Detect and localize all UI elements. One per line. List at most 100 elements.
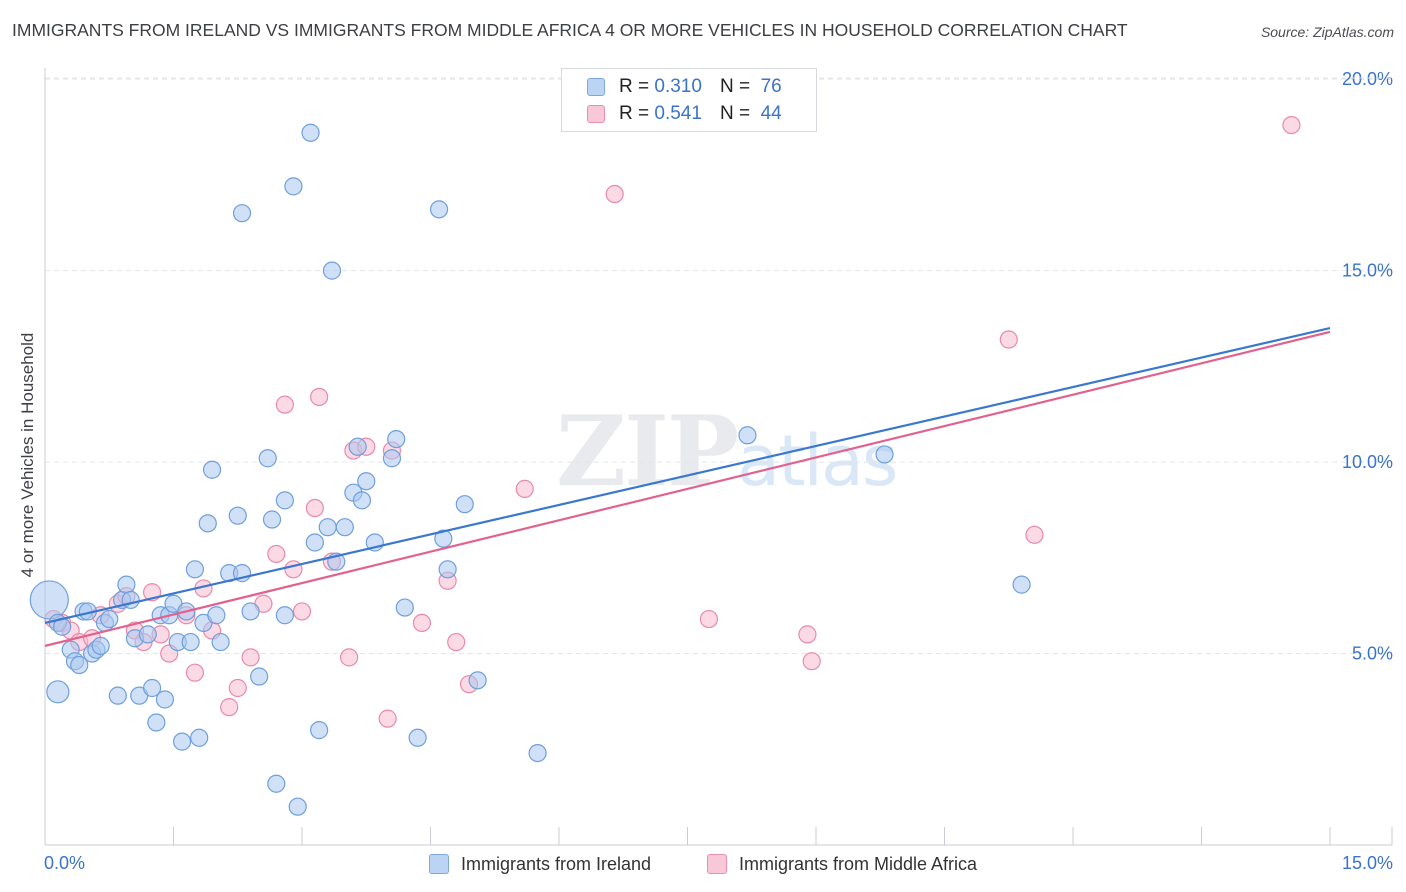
- ireland-point: [738, 426, 757, 445]
- legend-r-label-ireland: R =: [619, 76, 650, 97]
- x-tick-label: 15.0%: [1342, 853, 1393, 873]
- ireland-point: [46, 680, 70, 704]
- y-tick-label: 10.0%: [1342, 452, 1393, 472]
- ireland-point: [117, 575, 136, 594]
- ireland-point: [528, 743, 547, 763]
- bottom-legend-africa: Immigrants from Middle Africa: [707, 851, 977, 877]
- legend-r-label-africa: R =: [619, 103, 650, 124]
- ireland-point: [335, 518, 354, 537]
- bottom-legend-label-ireland: Immigrants from Ireland: [461, 853, 652, 874]
- bottom-legend-ireland: Immigrants from Ireland: [429, 851, 651, 877]
- ireland-point: [429, 200, 449, 219]
- africa-point: [999, 330, 1018, 349]
- ireland-point: [438, 560, 457, 579]
- africa-point: [605, 184, 624, 204]
- legend-swatch-africa: [587, 105, 605, 123]
- ireland-point: [198, 514, 217, 533]
- africa-point: [798, 625, 817, 644]
- ireland-point: [121, 590, 140, 610]
- ireland-point: [185, 560, 205, 579]
- ireland-point: [455, 495, 474, 514]
- legend-r-value-africa: 0.541: [654, 103, 702, 124]
- ireland-point: [275, 491, 294, 510]
- y-tick-label: 15.0%: [1342, 261, 1393, 281]
- ireland-trend-line: [44, 326, 1331, 624]
- ireland-point: [29, 580, 69, 620]
- y-tick-label: 20.0%: [1342, 69, 1393, 89]
- ireland-point: [91, 636, 110, 655]
- ireland-point: [318, 518, 337, 537]
- ireland-point: [387, 429, 406, 449]
- africa-point: [310, 387, 329, 407]
- legend-n-value-ireland: 76: [760, 76, 782, 97]
- africa-point: [1282, 115, 1301, 135]
- ireland-point: [267, 774, 286, 793]
- ireland-point: [108, 686, 127, 705]
- ireland-point: [147, 713, 166, 732]
- ireland-point: [211, 632, 230, 652]
- africa-point: [515, 479, 534, 498]
- ireland-point: [138, 625, 157, 644]
- ireland-point: [232, 204, 252, 223]
- ireland-point: [434, 529, 453, 548]
- ireland-point: [70, 655, 89, 675]
- legend-n-label-ireland: N =: [719, 76, 751, 97]
- africa-trend-line: [44, 330, 1331, 647]
- africa-point: [220, 698, 239, 717]
- bottom-legend-label-africa: Immigrants from Middle Africa: [739, 853, 978, 874]
- ireland-point: [395, 598, 414, 617]
- legend-row-africa: R = 0.541 N = 44: [587, 102, 782, 126]
- ireland-point: [408, 728, 427, 747]
- ireland-point: [155, 690, 175, 709]
- ireland-point: [250, 667, 269, 686]
- legend-row-ireland: R = 0.310 N = 76: [587, 75, 782, 99]
- africa-point: [228, 678, 247, 698]
- bottom-legend-swatch-africa: [707, 854, 727, 874]
- ireland-point: [181, 632, 200, 652]
- africa-point: [340, 648, 359, 667]
- africa-point: [802, 652, 821, 671]
- ireland-point: [382, 449, 402, 468]
- africa-point: [378, 709, 397, 728]
- ireland-point: [262, 510, 282, 529]
- ireland-point: [190, 728, 209, 747]
- africa-point: [267, 544, 286, 564]
- ireland-point: [288, 797, 307, 816]
- ireland-point: [357, 472, 376, 491]
- chart-title: IMMIGRANTS FROM IRELAND VS IMMIGRANTS FR…: [12, 20, 1128, 40]
- africa-point: [284, 560, 303, 579]
- ireland-point: [228, 506, 247, 525]
- correlation-legend: R = 0.310 N = 76 R = 0.541 N = 44: [561, 68, 817, 132]
- ireland-point: [258, 449, 277, 468]
- ireland-point: [142, 678, 162, 698]
- africa-point: [305, 498, 324, 518]
- source-label: Source: ZipAtlas.com: [1260, 24, 1394, 40]
- ireland-point: [202, 460, 222, 479]
- ireland-point: [352, 491, 372, 510]
- ireland-point: [310, 721, 329, 740]
- africa-point: [275, 395, 294, 414]
- africa-point: [292, 602, 312, 621]
- ireland-point: [207, 606, 226, 625]
- ireland-point: [301, 123, 320, 142]
- ireland-point: [1012, 575, 1031, 594]
- ireland-point: [348, 437, 367, 456]
- legend-swatch-ireland: [587, 78, 605, 96]
- y-tick-label: 5.0%: [1352, 644, 1393, 664]
- bottom-legend-swatch-ireland: [429, 854, 449, 874]
- africa-point: [412, 613, 432, 633]
- africa-point: [241, 648, 260, 667]
- ireland-point: [100, 609, 119, 629]
- ireland-point: [241, 602, 260, 621]
- ireland-point: [322, 261, 342, 280]
- legend-n-label-africa: N =: [719, 103, 751, 124]
- x-tick-label: 0.0%: [44, 853, 85, 873]
- ireland-point: [284, 177, 303, 196]
- legend-n-value-africa: 44: [760, 103, 782, 124]
- ireland-point: [468, 671, 487, 690]
- ireland-point: [305, 533, 324, 552]
- africa-point: [699, 609, 719, 629]
- watermark-zip: ZIP: [556, 395, 739, 508]
- africa-point: [185, 663, 205, 682]
